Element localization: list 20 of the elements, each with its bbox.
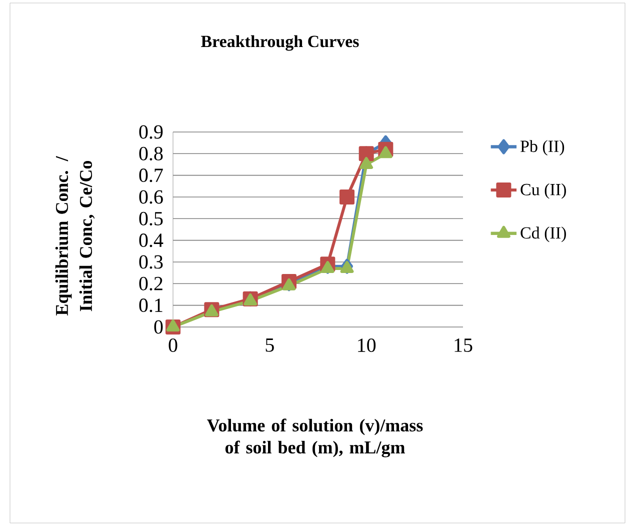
- y-tick-label: 0: [154, 320, 163, 334]
- y-tick-label: 0.7: [139, 168, 163, 182]
- y-tick-label: 0.2: [139, 276, 162, 290]
- legend-label: Cd (II): [520, 226, 566, 242]
- x-axis-title: Volume of solution (v)/mass of soil bed (m), mL/gm: [207, 418, 423, 458]
- y-axis-title: Equilibrium Conc. / Initial Conc, Ce/Co: [55, 156, 95, 316]
- x-tick-label: 15: [454, 338, 472, 352]
- y-tick-label: 0.8: [139, 146, 163, 160]
- x-tick-label: 5: [266, 338, 274, 352]
- y-tick-label: 0.5: [139, 212, 163, 226]
- y-tick-label: 0.9: [139, 125, 163, 139]
- y-tick-label: 0.1: [139, 298, 162, 312]
- y-tick-label: 0.4: [139, 234, 164, 248]
- x-tick-label: 10: [358, 338, 376, 352]
- y-tick-label: 0.6: [139, 190, 163, 204]
- x-tick-label: 0: [168, 338, 178, 352]
- legend-label: Cu (II): [520, 183, 566, 199]
- chart-title: Breakthrough Curves: [201, 35, 359, 51]
- legend-label: Pb (II): [520, 140, 564, 156]
- y-tick-label: 0.3: [139, 255, 163, 269]
